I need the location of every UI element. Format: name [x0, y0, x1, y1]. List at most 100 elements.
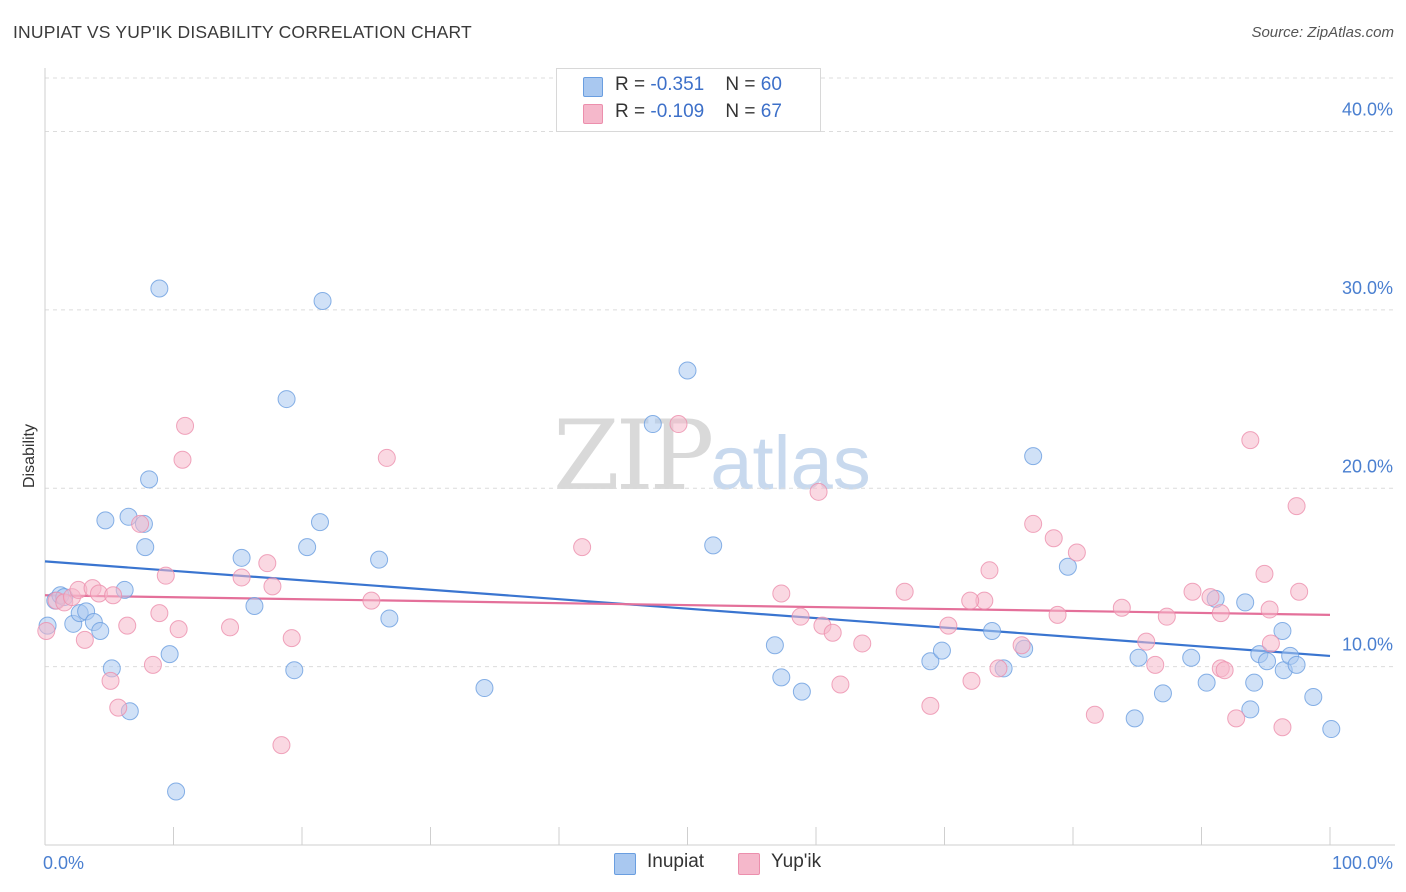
point-yupik [980, 561, 999, 580]
point-yupik [131, 514, 150, 533]
point-yupik [1183, 582, 1202, 601]
point-inupiat [921, 652, 940, 671]
point-inupiat [1273, 621, 1292, 640]
correlation-legend: R = -0.351 N = 60 R = -0.109 N = 67 [556, 68, 821, 132]
y-tick-label: 40.0% [1342, 100, 1393, 120]
y-axis-label: Disability [21, 424, 38, 488]
point-yupik [809, 482, 828, 501]
point-inupiat [932, 641, 951, 660]
legend-n-label: N = [725, 101, 761, 122]
point-inupiat [1182, 648, 1201, 667]
point-yupik [143, 655, 162, 674]
point-inupiat [380, 609, 399, 628]
point-yupik [263, 577, 282, 596]
point-yupik [118, 616, 137, 635]
point-inupiat [160, 645, 179, 664]
point-yupik [1211, 604, 1230, 623]
point-inupiat [1258, 652, 1277, 671]
point-yupik [1241, 431, 1260, 450]
chart-source: Source: ZipAtlas.com [1251, 24, 1394, 41]
y-tick-label: 10.0% [1342, 635, 1393, 655]
point-yupik [1024, 514, 1043, 533]
point-yupik [1085, 705, 1104, 724]
point-yupik [1157, 607, 1176, 626]
point-yupik [232, 568, 251, 587]
point-yupik [1261, 634, 1280, 653]
watermark: ZIPatlas [553, 400, 871, 512]
point-inupiat [772, 668, 791, 687]
point-inupiat [298, 538, 317, 557]
point-yupik [104, 586, 123, 605]
point-yupik [75, 630, 94, 649]
point-inupiat [96, 511, 115, 530]
point-yupik [939, 616, 958, 635]
point-inupiat [136, 538, 155, 557]
point-yupik [1290, 582, 1309, 601]
point-yupik [169, 620, 188, 639]
point-yupik [362, 591, 381, 610]
point-inupiat [792, 682, 811, 701]
point-yupik [831, 675, 850, 694]
point-inupiat [1322, 720, 1341, 739]
point-yupik [961, 591, 980, 610]
point-yupik [221, 618, 240, 637]
point-inupiat [245, 596, 264, 615]
point-yupik [176, 416, 195, 435]
point-yupik [1215, 661, 1234, 680]
point-inupiat [167, 782, 186, 801]
point-yupik [1201, 588, 1220, 607]
y-tick-label: 20.0% [1342, 456, 1393, 476]
point-inupiat [983, 621, 1002, 640]
watermark-zip: ZIP [553, 400, 714, 512]
point-yupik [1137, 632, 1156, 651]
point-yupik [895, 582, 914, 601]
point-inupiat [1197, 673, 1216, 692]
point-inupiat [1129, 648, 1148, 667]
x-tick-label: 0.0% [43, 853, 84, 873]
legend-text-inupiat: R = -0.351 N = 60 [615, 74, 782, 96]
point-yupik [823, 623, 842, 642]
watermark-atlas: atlas [710, 421, 871, 506]
point-inupiat [1058, 557, 1077, 576]
point-inupiat [232, 548, 251, 567]
point-inupiat [91, 621, 110, 640]
series-label-inupiat: Inupiat [647, 851, 705, 872]
point-yupik [1273, 718, 1292, 737]
point-inupiat [475, 679, 494, 698]
legend-n-value: 60 [760, 74, 782, 95]
legend-r-value: -0.351 [650, 74, 705, 95]
point-inupiat [678, 361, 697, 380]
point-yupik [791, 607, 810, 626]
point-yupik [156, 566, 175, 585]
legend-n-label: N = [725, 74, 761, 95]
legend-swatch-inupiat [583, 77, 603, 97]
chart-title: INUPIAT VS YUP'IK DISABILITY CORRELATION… [13, 22, 472, 42]
point-yupik [1012, 636, 1031, 655]
point-yupik [1260, 600, 1279, 619]
legend-r-label: R = [615, 74, 651, 95]
legend-text-yupik: R = -0.109 N = 67 [615, 101, 782, 123]
point-inupiat [313, 291, 332, 310]
point-yupik [669, 415, 688, 434]
point-yupik [921, 696, 940, 715]
point-yupik [962, 671, 981, 690]
legend-r-value: -0.109 [650, 101, 705, 122]
series-swatch-yupik [738, 853, 760, 875]
point-inupiat [150, 279, 169, 298]
point-yupik [282, 629, 301, 648]
legend-r-label: R = [615, 101, 651, 122]
point-yupik [258, 554, 277, 573]
point-yupik [173, 450, 192, 469]
trend-line-inupiat [44, 560, 1331, 658]
point-inupiat [1153, 684, 1172, 703]
point-yupik [1067, 543, 1086, 562]
point-yupik [853, 634, 872, 653]
point-inupiat [1125, 709, 1144, 728]
point-yupik [272, 736, 291, 755]
legend-n-value: 67 [760, 101, 782, 122]
point-yupik [101, 671, 120, 690]
point-yupik [1146, 655, 1165, 674]
point-inupiat [277, 390, 296, 409]
point-yupik [1044, 529, 1063, 548]
